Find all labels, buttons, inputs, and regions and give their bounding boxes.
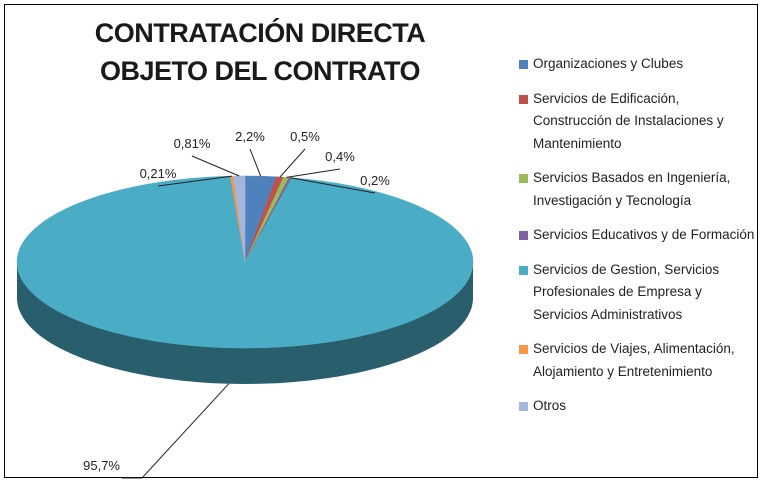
legend-entry: Servicios de Viajes, Alimentación, Aloja… <box>519 338 759 383</box>
legend-label: Otros <box>533 398 567 413</box>
frame <box>4 4 758 478</box>
legend-entry: Servicios Educativos y de Formación <box>519 224 759 247</box>
chart-title: CONTRATACIÓN DIRECTA <box>94 18 426 48</box>
leader-line <box>290 177 376 194</box>
leader-line <box>157 175 232 187</box>
legend-swatch <box>519 265 528 275</box>
legend-entry: Servicios de Edificación, Construcción d… <box>519 88 759 156</box>
leader-line <box>122 383 230 479</box>
legend-label: Servicios de Viajes, Alimentación, Aloja… <box>533 341 735 379</box>
legend-swatch <box>519 402 528 411</box>
leader-line <box>286 168 341 178</box>
legend-label: Servicios Basados en Ingeniería, Investi… <box>533 170 731 208</box>
data-label: 0,21% <box>140 166 177 181</box>
leader-line <box>249 148 262 177</box>
legend-entry: Organizaciones y Clubes <box>519 53 759 76</box>
legend-entry: Otros <box>519 395 759 418</box>
data-label: 0,4% <box>325 149 355 164</box>
data-label: 95,7% <box>83 458 120 473</box>
data-label: 0,81% <box>174 136 211 151</box>
legend-label: Servicios Educativos y de Formación <box>533 227 755 242</box>
slice-side <box>17 262 473 384</box>
chart-title: OBJETO DEL CONTRATO <box>99 56 421 86</box>
leader-line <box>191 155 240 177</box>
legend-label: Servicios de Edificación, Construcción d… <box>533 90 724 151</box>
legend-label: Organizaciones y Clubes <box>533 56 684 71</box>
leader-line <box>279 148 306 178</box>
legend-entry: Servicios de Gestion, Servicios Profesio… <box>519 259 759 327</box>
legend-entry: Servicios Basados en Ingeniería, Investi… <box>519 167 759 212</box>
data-label: 2,2% <box>235 129 265 144</box>
legend-label: Servicios de Gestion, Servicios Profesio… <box>533 261 720 322</box>
legend-swatch <box>519 94 528 104</box>
legend-swatch <box>519 60 528 69</box>
legend: Organizaciones y Clubes Servicios de Edif… <box>519 53 759 430</box>
data-label: 0,5% <box>290 129 320 144</box>
legend-swatch <box>519 174 528 183</box>
legend-swatch <box>519 231 528 240</box>
data-label: 0,2% <box>360 173 390 188</box>
legend-swatch <box>519 345 528 354</box>
slice <box>16 175 474 349</box>
